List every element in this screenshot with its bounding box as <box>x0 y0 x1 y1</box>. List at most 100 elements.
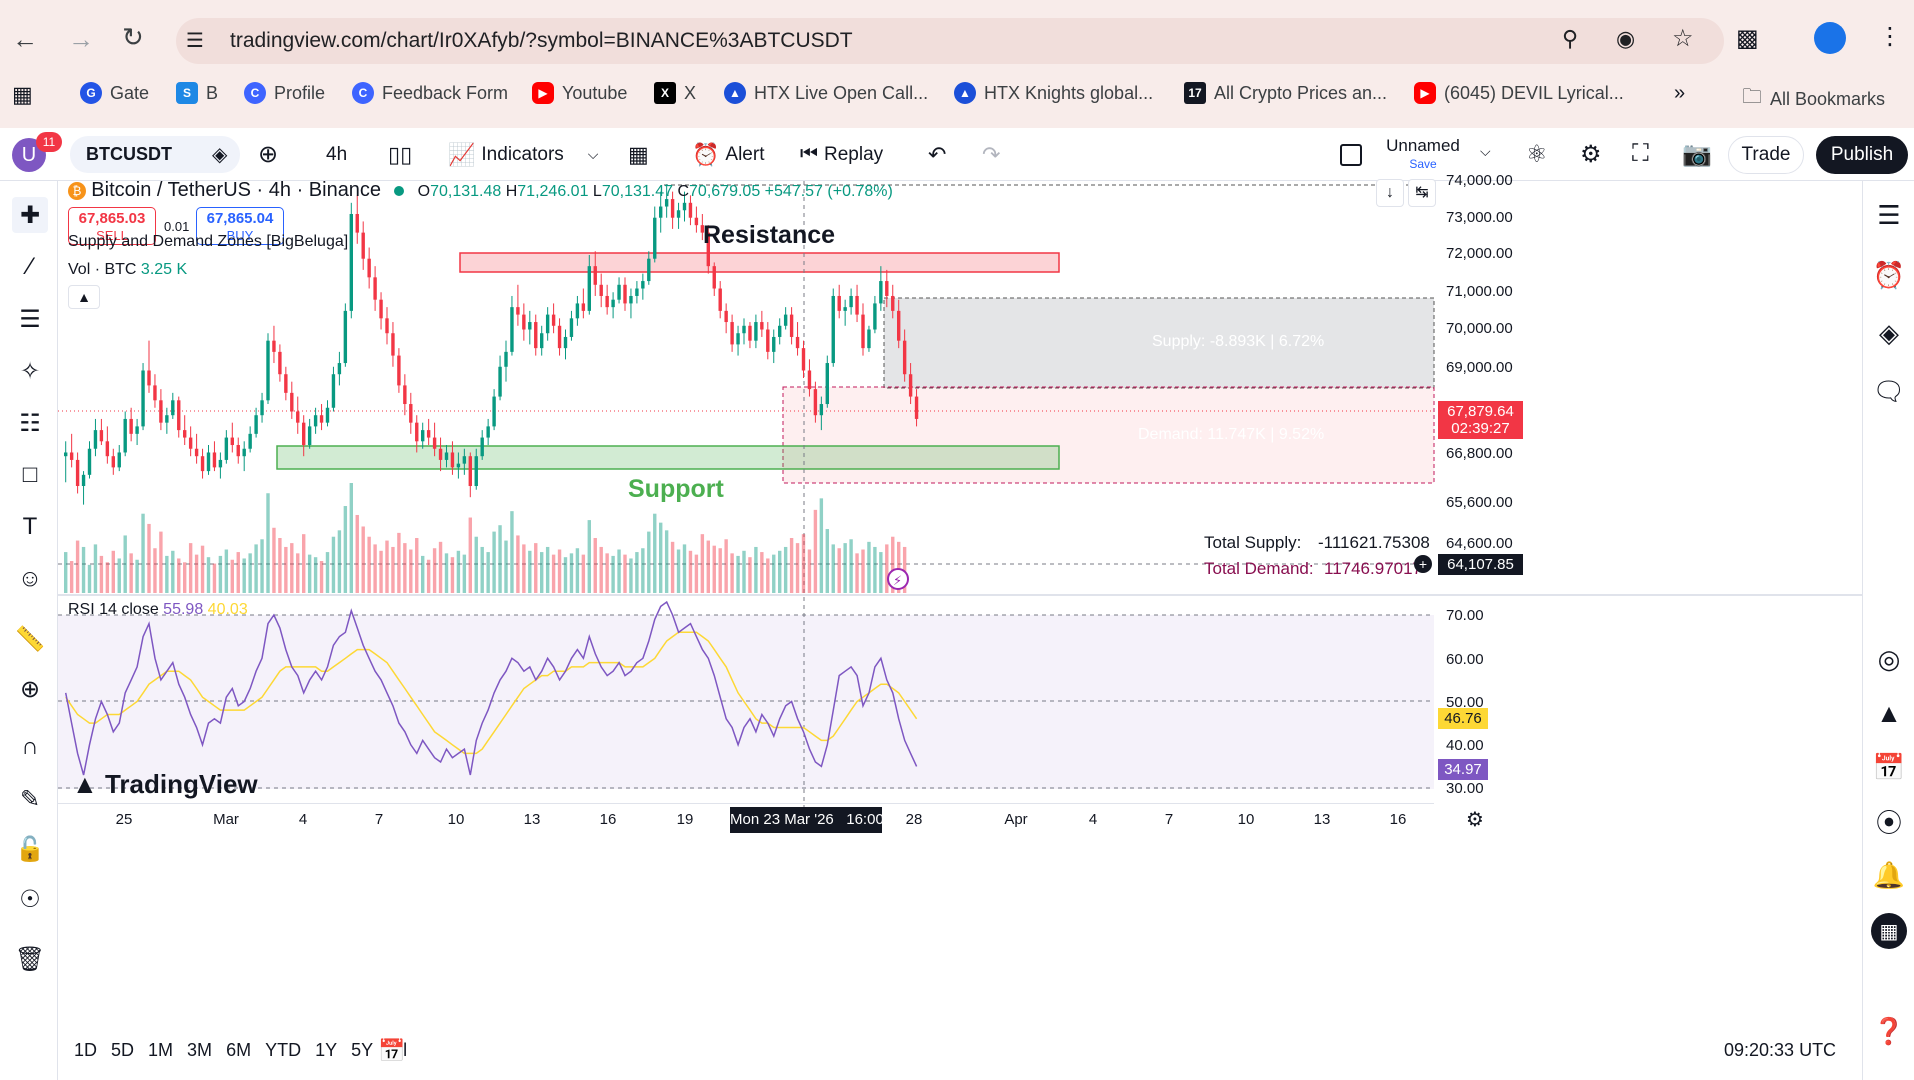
range-all[interactable]: All <box>387 1040 408 1060</box>
interval-button[interactable]: 4h <box>326 143 348 165</box>
utc-clock[interactable]: 09:20:33 UTC <box>1724 1040 1837 1060</box>
site-info-icon[interactable]: ☰ <box>186 30 204 52</box>
alerts-clock-icon[interactable]: ⏰ <box>1872 259 1906 290</box>
symbol-info-icon[interactable]: ◈ <box>212 144 228 166</box>
profile-avatar[interactable] <box>1814 22 1846 54</box>
magnet-icon[interactable]: ∩ <box>21 733 39 760</box>
undo-icon[interactable]: ↶ <box>928 141 947 167</box>
collapse-legend-button[interactable]: ▲ <box>68 285 100 309</box>
lock-icon[interactable]: 🔓 <box>15 835 45 863</box>
alert-button[interactable]: ⏰ Alert <box>692 141 765 167</box>
star-icon[interactable]: ☆ <box>1672 25 1694 52</box>
reload-icon[interactable]: ↻ <box>122 22 144 52</box>
indicators-button[interactable]: 📈 Indicators ⌵ <box>448 141 599 167</box>
zoom-icon[interactable]: ⚲ <box>1562 26 1579 51</box>
date-range-icon[interactable]: 📅 <box>378 1038 406 1063</box>
chart-area[interactable]: ⚡ ₿ Bitcoin / TetherUS · 4h · Binance O7… <box>58 172 1862 1015</box>
volume-legend[interactable]: Vol · BTC 3.25 K <box>68 261 188 278</box>
bookmark-htx-live[interactable]: ▲ HTX Live Open Call... <box>724 82 928 104</box>
bookmark-profile[interactable]: C Profile <box>244 82 325 104</box>
price-chart[interactable]: ⚡ <box>58 181 1862 1015</box>
buy-button[interactable]: 67,865.04 BUY <box>196 207 284 245</box>
restore-icon[interactable]: ↹ <box>1408 179 1436 207</box>
shapes-icon[interactable]: □ <box>22 461 38 488</box>
bookmark-htx-knights[interactable]: ▲ HTX Knights global... <box>954 82 1153 104</box>
all-bookmarks[interactable]: 🗀 All Bookmarks <box>1742 82 1885 116</box>
forward-icon[interactable]: → <box>68 24 94 54</box>
axis-settings-icon[interactable]: ⚙ <box>1466 809 1484 831</box>
indicator-name[interactable]: Supply and Demand Zones [BigBeluga] <box>68 233 349 250</box>
range-6m[interactable]: 6M <box>226 1040 252 1060</box>
range-1d[interactable]: 1D <box>74 1040 98 1060</box>
redo-icon[interactable]: ↷ <box>982 141 1001 167</box>
bookmark-youtube[interactable]: ▶ Youtube <box>532 82 627 104</box>
more-bookmarks-icon[interactable]: » <box>1674 82 1686 104</box>
bookmark-feedback[interactable]: C Feedback Form <box>352 82 508 104</box>
zoom-in-icon[interactable]: ⊕ <box>19 675 41 703</box>
pencil-lock-icon[interactable]: ✎ <box>19 785 41 813</box>
fib-icon[interactable]: ☰ <box>19 305 41 333</box>
symbol-search[interactable]: BTCUSDT <box>70 136 240 173</box>
eye-icon[interactable]: ☉ <box>19 885 41 913</box>
candles-icon[interactable]: ▯▯ <box>388 141 413 167</box>
help-icon[interactable]: ❓ <box>1872 1015 1906 1046</box>
watchlist-icon[interactable]: ☰ <box>1877 199 1901 230</box>
range-5y[interactable]: 5Y <box>351 1040 374 1060</box>
add-price-icon[interactable]: + <box>1414 555 1432 573</box>
address-bar[interactable]: ☰ tradingview.com/chart/Ir0XAfyb/?symbol… <box>176 18 1724 64</box>
pattern-icon[interactable]: ✧ <box>19 357 41 385</box>
candle-body <box>367 258 371 278</box>
chevron-down-icon[interactable]: ⌵ <box>1480 143 1491 159</box>
sell-button[interactable]: 67,865.03 SELL <box>68 207 156 245</box>
time-axis[interactable]: 25 Mar 4 7 10 13 16 19 28 Apr 4 7 10 13 16 <box>58 803 1434 833</box>
layouts-icon[interactable]: ▦ <box>628 141 649 167</box>
menu-icon[interactable]: ⋮ <box>1878 23 1902 50</box>
publish-button[interactable]: Publish <box>1816 136 1908 174</box>
text-icon[interactable]: T <box>22 513 38 540</box>
trendline-icon[interactable]: ∕ <box>27 253 32 280</box>
range-ytd[interactable]: YTD <box>265 1040 302 1060</box>
apps-grid-icon[interactable]: ▦ <box>1871 913 1907 949</box>
back-icon[interactable]: ← <box>12 24 38 54</box>
rsi-legend[interactable]: RSI 14 close 55.98 40.03 <box>68 601 248 618</box>
range-1y[interactable]: 1Y <box>315 1040 338 1060</box>
trash-icon[interactable]: 🗑 <box>14 945 46 973</box>
range-1m[interactable]: 1M <box>148 1040 174 1060</box>
scroll-down-icon[interactable]: ↓ <box>1376 179 1404 207</box>
layout-checkbox-icon[interactable] <box>1340 144 1362 166</box>
range-3m[interactable]: 3M <box>187 1040 213 1060</box>
bookmark-gate[interactable]: G Gate <box>80 82 149 104</box>
calendar-icon[interactable]: 📅 <box>1872 751 1906 782</box>
settings-icon[interactable]: ⚙ <box>1580 141 1602 168</box>
compare-add-icon[interactable]: ⊕ <box>258 141 279 168</box>
bookmark-devil[interactable]: ▶ (6045) DEVIL Lyrical... <box>1414 82 1624 104</box>
tradingview-logo[interactable]: ▲ TradingView <box>72 769 258 799</box>
broadcast-icon[interactable]: ⦿ <box>1875 807 1902 838</box>
range-5d[interactable]: 5D <box>111 1040 135 1060</box>
target-icon[interactable]: ◎ <box>1877 643 1901 674</box>
emoji-icon[interactable]: ☺ <box>17 565 43 592</box>
trade-button[interactable]: Trade <box>1728 136 1804 174</box>
layout-name[interactable]: Unnamed Save <box>1386 136 1460 171</box>
replay-button[interactable]: ⏮ Replay <box>800 143 884 165</box>
extensions-icon[interactable]: ▩ <box>1736 25 1759 52</box>
current-price-badge: 67,879.64 02:39:27 <box>1438 401 1523 439</box>
bookmark-crypto-prices[interactable]: 17 All Crypto Prices an... <box>1184 82 1387 104</box>
volume-bar <box>885 544 889 593</box>
apps-icon[interactable]: ▦ <box>12 82 33 107</box>
volume-bar <box>468 517 472 593</box>
layers-icon[interactable]: ◈ <box>1879 317 1899 348</box>
projection-icon[interactable]: ☷ <box>19 409 41 437</box>
ideas-icon[interactable]: ▲ <box>1876 697 1902 728</box>
quick-search-icon[interactable]: ⚛ <box>1526 141 1548 168</box>
fullscreen-icon[interactable]: ⛶ <box>1632 140 1649 167</box>
camera-icon[interactable]: 📷 <box>1682 141 1712 168</box>
chat-icon[interactable]: 🗨 <box>1872 375 1906 406</box>
ruler-icon[interactable]: 📏 <box>15 625 45 653</box>
crosshair-icon[interactable]: ✚ <box>12 197 48 233</box>
symbol-title[interactable]: Bitcoin / TetherUS · 4h · Binance <box>91 179 382 201</box>
bell-icon[interactable]: 🔔 <box>1872 859 1906 890</box>
eye-off-icon[interactable]: ◉ <box>1616 26 1636 51</box>
